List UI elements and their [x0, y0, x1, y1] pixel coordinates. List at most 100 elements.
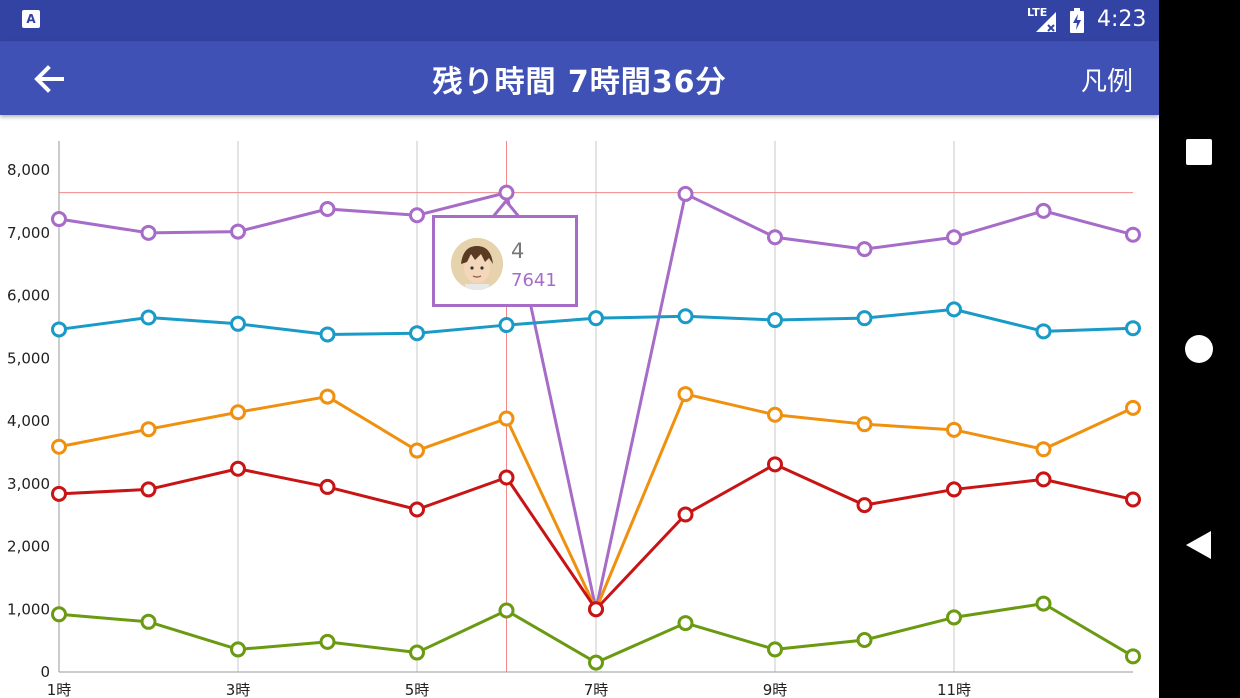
data-point[interactable] [319, 388, 336, 405]
line-chart[interactable]: 0 1,000 2,000 3,000 4,000 5,000 6,000 7,000 8,00… [0, 115, 1159, 698]
data-point[interactable] [767, 312, 783, 329]
data-point[interactable] [1125, 491, 1141, 508]
data-point[interactable] [1125, 648, 1141, 665]
y-tick-label: 2,000 [7, 538, 50, 556]
data-point[interactable] [140, 613, 157, 630]
series-4[interactable] [51, 456, 1141, 618]
y-tick-label: 1,000 [7, 600, 50, 618]
data-point[interactable] [856, 632, 873, 649]
data-point[interactable] [767, 641, 783, 658]
app-notification-icon: A [22, 10, 40, 28]
x-tick-label: 3時 [226, 681, 251, 698]
data-point[interactable] [856, 416, 873, 433]
data-point[interactable] [409, 644, 425, 661]
data-point[interactable] [51, 606, 67, 623]
data-point[interactable] [946, 301, 962, 318]
recent-apps-icon[interactable] [1159, 122, 1240, 182]
data-point[interactable] [230, 315, 246, 332]
data-point[interactable] [588, 654, 604, 671]
data-point[interactable] [409, 501, 425, 518]
data-point[interactable] [230, 460, 246, 477]
x-tick-label: 5時 [405, 681, 430, 698]
app-bar: 残り時間 7時間36分 凡例 [0, 41, 1159, 115]
status-clock: 4:23 [1097, 7, 1147, 32]
data-point[interactable] [1125, 226, 1141, 243]
data-point[interactable] [856, 241, 873, 258]
x-tick-label: 11時 [937, 681, 971, 698]
x-tick-label: 9時 [763, 681, 788, 698]
network-type-label: LTE [1027, 6, 1048, 19]
lte-signal-icon [1036, 12, 1056, 32]
y-tick-label: 7,000 [7, 224, 50, 242]
data-point[interactable] [230, 223, 246, 240]
chart-canvas[interactable]: 0 1,000 2,000 3,000 4,000 5,000 6,000 7,000 8,00… [0, 115, 1159, 698]
data-point[interactable] [498, 469, 515, 486]
data-point[interactable] [1035, 441, 1052, 458]
data-point[interactable] [498, 317, 515, 334]
data-point[interactable] [51, 211, 67, 228]
series-2[interactable] [51, 301, 1141, 343]
data-point[interactable] [677, 308, 694, 325]
y-tick-label: 3,000 [7, 475, 50, 493]
data-point[interactable] [767, 229, 783, 246]
data-point[interactable] [498, 184, 515, 201]
data-point[interactable] [588, 601, 604, 618]
tooltip-label: 4 [511, 239, 525, 263]
data-point[interactable] [946, 481, 962, 498]
data-point[interactable] [588, 310, 604, 327]
data-point[interactable] [1035, 471, 1052, 488]
data-point[interactable] [498, 410, 515, 427]
data-point[interactable] [946, 229, 962, 246]
data-point[interactable] [946, 609, 962, 626]
data-point[interactable] [140, 224, 157, 241]
system-nav-bar [1159, 0, 1240, 698]
data-point[interactable] [409, 207, 425, 224]
data-point[interactable] [1035, 202, 1052, 219]
y-tick-label: 8,000 [7, 161, 50, 179]
data-point[interactable] [677, 615, 694, 632]
data-point[interactable] [409, 325, 425, 342]
tooltip-value: 7641 [511, 270, 557, 291]
data-point[interactable] [319, 633, 336, 650]
data-point[interactable] [230, 641, 246, 658]
y-tick-label: 4,000 [7, 412, 50, 430]
data-point[interactable] [230, 404, 246, 421]
data-point[interactable] [767, 456, 783, 473]
data-point[interactable] [1035, 595, 1052, 612]
data-point[interactable] [856, 497, 873, 514]
data-point[interactable] [498, 602, 515, 619]
data-point[interactable] [140, 309, 157, 326]
tooltip-pointer [492, 199, 520, 219]
y-tick-label: 5,000 [7, 349, 50, 367]
series-5[interactable] [51, 595, 1141, 671]
home-icon[interactable] [1159, 319, 1240, 379]
battery-charging-icon [1070, 8, 1084, 33]
arrow-back-icon[interactable] [28, 59, 72, 99]
data-point[interactable] [1035, 323, 1052, 340]
data-point[interactable] [51, 438, 67, 455]
x-tick-label: 7時 [584, 681, 609, 698]
x-tick-label: 1時 [47, 681, 72, 698]
back-icon[interactable] [1159, 515, 1240, 575]
data-point[interactable] [677, 506, 694, 523]
data-point[interactable] [677, 386, 694, 403]
data-point[interactable] [319, 326, 336, 343]
data-point[interactable] [767, 406, 783, 423]
data-point[interactable] [1125, 399, 1141, 416]
data-point[interactable] [409, 442, 425, 459]
data-point[interactable] [140, 481, 157, 498]
data-point[interactable] [856, 310, 873, 327]
data-point[interactable] [319, 478, 336, 495]
data-point[interactable] [677, 185, 694, 202]
page-title: 残り時間 7時間36分 [432, 65, 727, 100]
chart-series[interactable] [51, 184, 1141, 671]
data-point[interactable] [1125, 320, 1141, 337]
legend-button[interactable]: 凡例 [1080, 67, 1133, 97]
data-point[interactable] [51, 485, 67, 502]
data-point[interactable] [140, 421, 157, 438]
data-point[interactable] [946, 421, 962, 438]
data-point-tooltip: 4 7641 [432, 215, 578, 307]
y-tick-label: 0 [40, 663, 50, 681]
data-point[interactable] [319, 200, 336, 217]
data-point[interactable] [51, 321, 67, 338]
